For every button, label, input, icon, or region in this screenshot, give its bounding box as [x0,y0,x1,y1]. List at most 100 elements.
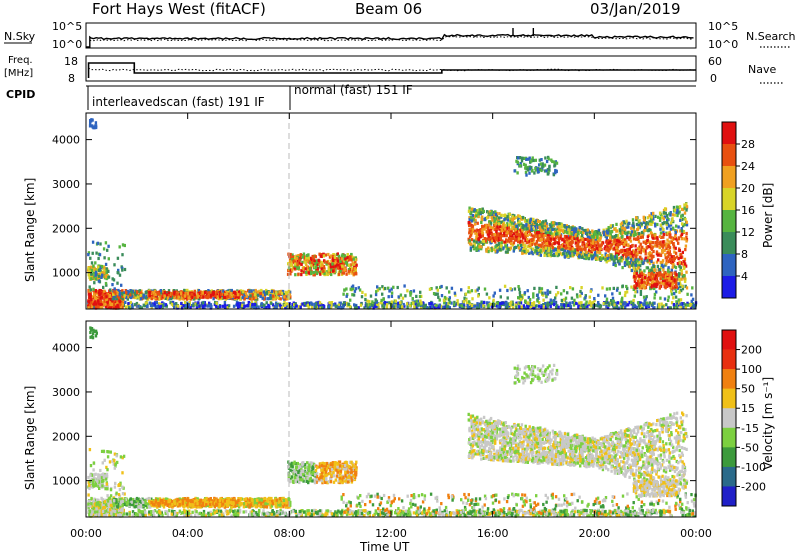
radar-cell [613,227,616,231]
radar-cell [668,224,671,228]
radar-cell [619,228,622,233]
radar-cell [319,263,323,267]
radar-cell [433,306,436,310]
radar-cell [488,296,491,300]
radar-cell [359,303,363,307]
radar-cell [269,293,272,298]
radar-cell [659,217,662,221]
radar-cell [140,289,143,293]
radar-cell [636,235,640,239]
radar-cell [678,290,681,294]
radar-cell [448,296,451,300]
radar-cell [104,302,107,306]
radar-cell [448,290,451,294]
radar-cell [321,263,324,267]
radar-cell [635,216,638,220]
radar-cell [503,240,507,244]
radar-cell [224,305,227,309]
radar-cell [409,303,412,307]
radar-cell [527,218,530,222]
radar-cell [220,289,223,294]
radar-cell [127,302,130,306]
radar-cell [670,236,673,240]
radar-cell [91,295,95,299]
radar-cell [492,294,495,298]
radar-cell [563,255,567,259]
radar-cell [474,231,477,235]
radar-cell [597,228,601,232]
radar-cell [176,290,179,294]
radar-cell [517,230,520,234]
radar-cell [208,293,211,297]
radar-cell [412,289,416,293]
radar-cell [596,231,600,235]
cpid-label: CPID [6,88,35,101]
radar-cell [643,258,646,262]
radar-cell [478,303,481,307]
radar-cell [628,300,632,305]
radar-cell [435,286,438,290]
radar-cell [527,224,530,228]
radar-cell [509,234,512,238]
radar-cell [229,291,233,296]
radar-cell [650,244,653,248]
radar-cell [294,302,297,306]
radar-cell [542,248,545,252]
radar-cell [638,271,642,275]
radar-cell [255,303,258,307]
radar-cell [214,300,217,305]
radar-cell [569,301,572,305]
radar-cell [322,304,325,308]
radar-cell [346,256,349,260]
radar-cell [618,256,621,260]
radar-cell [499,220,502,224]
radar-cell [413,300,417,304]
radar-cell [527,229,530,233]
radar-cell [485,301,488,305]
radar-cell [513,247,516,251]
radar-cell [676,208,679,212]
radar-cell [278,303,282,307]
radar-cell [615,305,619,309]
freq-tick-bottom: 8 [68,72,75,85]
radar-cell [598,246,601,250]
radar-cell [605,260,608,264]
radar-cell [510,223,513,227]
radar-cell [372,306,375,310]
radar-cell [470,289,474,293]
radar-cell [273,305,277,309]
radar-cell [679,282,682,286]
radar-cell [500,301,503,305]
radar-cell [351,261,354,265]
radar-cell [502,225,505,229]
radar-cell [564,245,568,249]
radar-cell [98,293,101,297]
radar-cell [683,206,686,210]
radar-cell [632,257,635,261]
radar-cell [600,243,603,247]
radar-cell [330,263,333,267]
radar-cell [678,303,681,307]
radar-cell [531,247,535,251]
radar-cell [247,296,250,300]
radar-cell [672,226,675,230]
radar-cell [601,254,604,258]
radar-cell [366,299,369,303]
radar-cell [88,296,91,300]
radar-cell [492,236,495,240]
radar-cell [469,229,472,233]
radar-cell [403,284,406,288]
radar-cell [330,303,334,307]
radar-cell [625,290,629,294]
radar-cell [341,271,344,275]
radar-cell [678,301,681,305]
radar-cell [499,227,502,231]
radar-cell [655,250,659,254]
radar-cell [390,300,394,304]
radar-cell [535,242,538,246]
radar-cell [665,226,669,230]
radar-cell [530,227,533,231]
radar-cell [555,305,558,310]
radar-cell [557,242,560,246]
radar-cell [517,285,520,289]
